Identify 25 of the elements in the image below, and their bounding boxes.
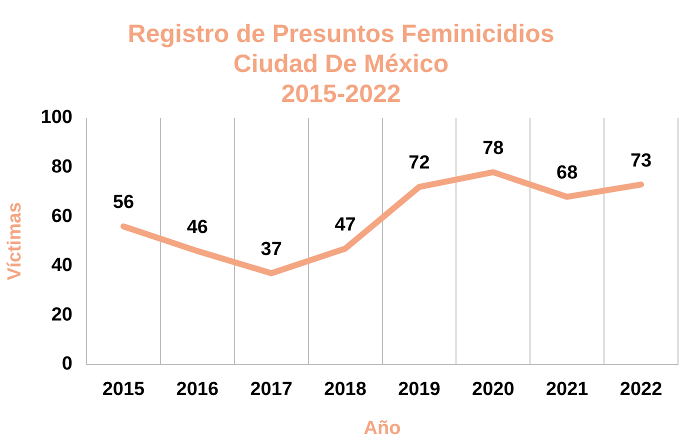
x-tick-label: 2022 (620, 379, 662, 400)
data-label: 56 (112, 192, 134, 214)
data-label: 73 (630, 150, 652, 172)
data-label: 78 (482, 138, 504, 159)
x-tick-label: 2021 (546, 379, 589, 400)
x-tick-label: 2015 (102, 379, 146, 400)
x-tick-label: 2016 (176, 379, 219, 400)
x-tick-label: 2018 (324, 379, 366, 400)
y-tick-label: 80 (51, 156, 72, 178)
x-tick-label: 2019 (398, 379, 440, 400)
data-label: 37 (260, 238, 282, 260)
y-tick-label: 100 (40, 107, 72, 128)
y-tick-label: 20 (51, 304, 72, 326)
x-axis-title: Año (364, 418, 401, 439)
chart-title: Registro de Presuntos Feminicidios Ciudad De México 2015-2022 (128, 20, 554, 108)
y-tick-label: 0 (62, 354, 72, 375)
data-label: 46 (186, 216, 208, 238)
data-label: 68 (556, 162, 578, 184)
y-tick-label: 60 (51, 206, 72, 227)
data-label: 72 (408, 152, 430, 174)
data-label: 47 (334, 214, 356, 236)
y-axis-title: Víctimas (4, 202, 26, 280)
x-tick-label: 2017 (250, 379, 292, 400)
x-tick-label: 2020 (472, 379, 514, 400)
y-tick-label: 40 (51, 255, 72, 276)
